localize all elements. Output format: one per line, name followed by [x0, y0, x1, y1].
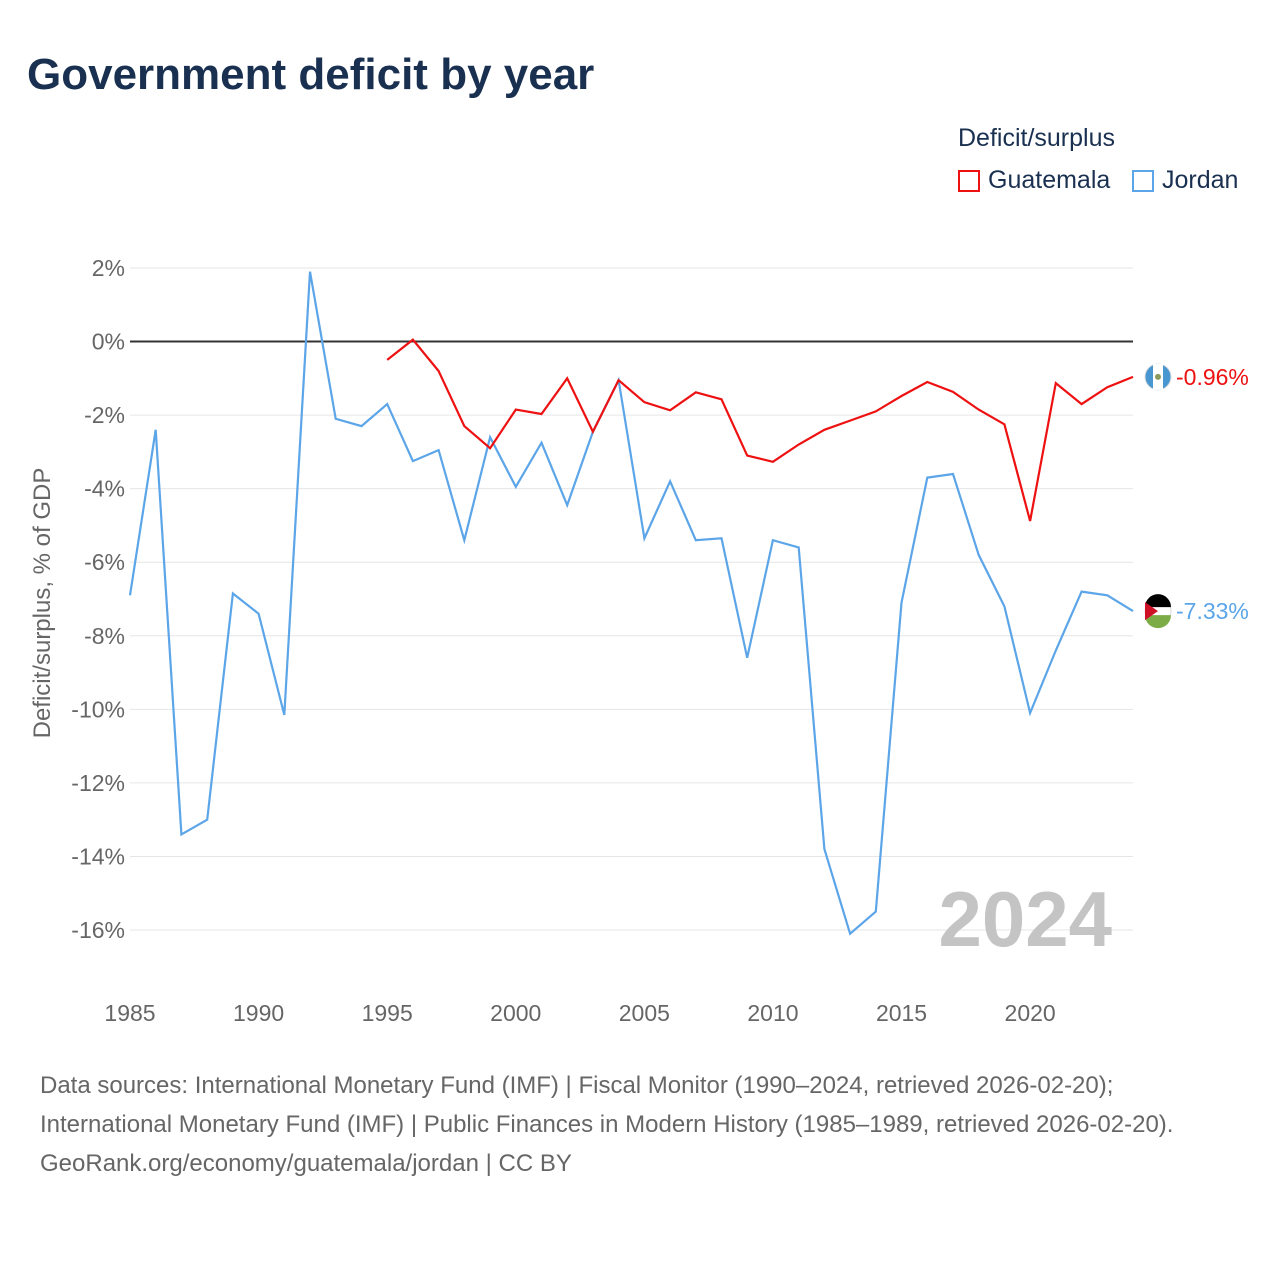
- y-axis-label: Deficit/surplus, % of GDP: [29, 468, 56, 739]
- legend-label: Jordan: [1162, 166, 1239, 194]
- y-tick-label: -6%: [84, 549, 125, 575]
- flag-triangle: [1145, 602, 1158, 621]
- flag-emblem: [1155, 373, 1161, 380]
- legend-swatch-jordan: [1132, 169, 1154, 192]
- y-tick-label: 0%: [92, 329, 125, 355]
- x-tick-label: 2005: [619, 1000, 670, 1026]
- x-tick-label: 1995: [362, 1000, 413, 1026]
- end-value-label: -0.96%: [1176, 364, 1249, 390]
- source-text: Data sources: International Monetary Fun…: [40, 1072, 1174, 1138]
- year-watermark: 2024: [938, 875, 1112, 963]
- legend-item-guatemala[interactable]: Guatemala: [958, 166, 1110, 195]
- x-tick-label: 2000: [490, 1000, 541, 1026]
- y-tick-label: -4%: [84, 476, 125, 502]
- legend-swatch-guatemala: [958, 169, 980, 192]
- source-note: Data sources: International Monetary Fun…: [40, 1066, 1240, 1183]
- flag-stripe-black: [1145, 594, 1171, 608]
- x-tick-label: 1985: [104, 1000, 155, 1026]
- series-line-guatemala: [386, 338, 1134, 522]
- y-tick-label: -10%: [71, 696, 125, 722]
- y-tick-label: -2%: [84, 402, 125, 428]
- series-line-jordan: [128, 271, 1134, 936]
- legend-title: Deficit/surplus: [958, 124, 1115, 152]
- x-tick-label: 2015: [876, 1000, 927, 1026]
- y-tick-label: -14%: [71, 843, 125, 869]
- legend-label: Guatemala: [988, 166, 1111, 194]
- x-tick-label: 2020: [1005, 1000, 1056, 1026]
- y-tick-label: -12%: [71, 770, 125, 796]
- y-tick-label: 2%: [92, 255, 125, 281]
- source-link[interactable]: GeoRank.org/economy/guatemala/jordan | C…: [40, 1150, 572, 1177]
- end-value-label: -7.33%: [1176, 598, 1249, 624]
- legend-item-jordan[interactable]: Jordan: [1132, 166, 1238, 195]
- chart-title: Government deficit by year: [27, 50, 595, 99]
- y-tick-label: -8%: [84, 623, 125, 649]
- x-tick-label: 2010: [747, 1000, 798, 1026]
- x-tick-label: 1990: [233, 1000, 284, 1026]
- flag-stripe-green: [1145, 615, 1171, 629]
- y-tick-label: -16%: [71, 917, 125, 943]
